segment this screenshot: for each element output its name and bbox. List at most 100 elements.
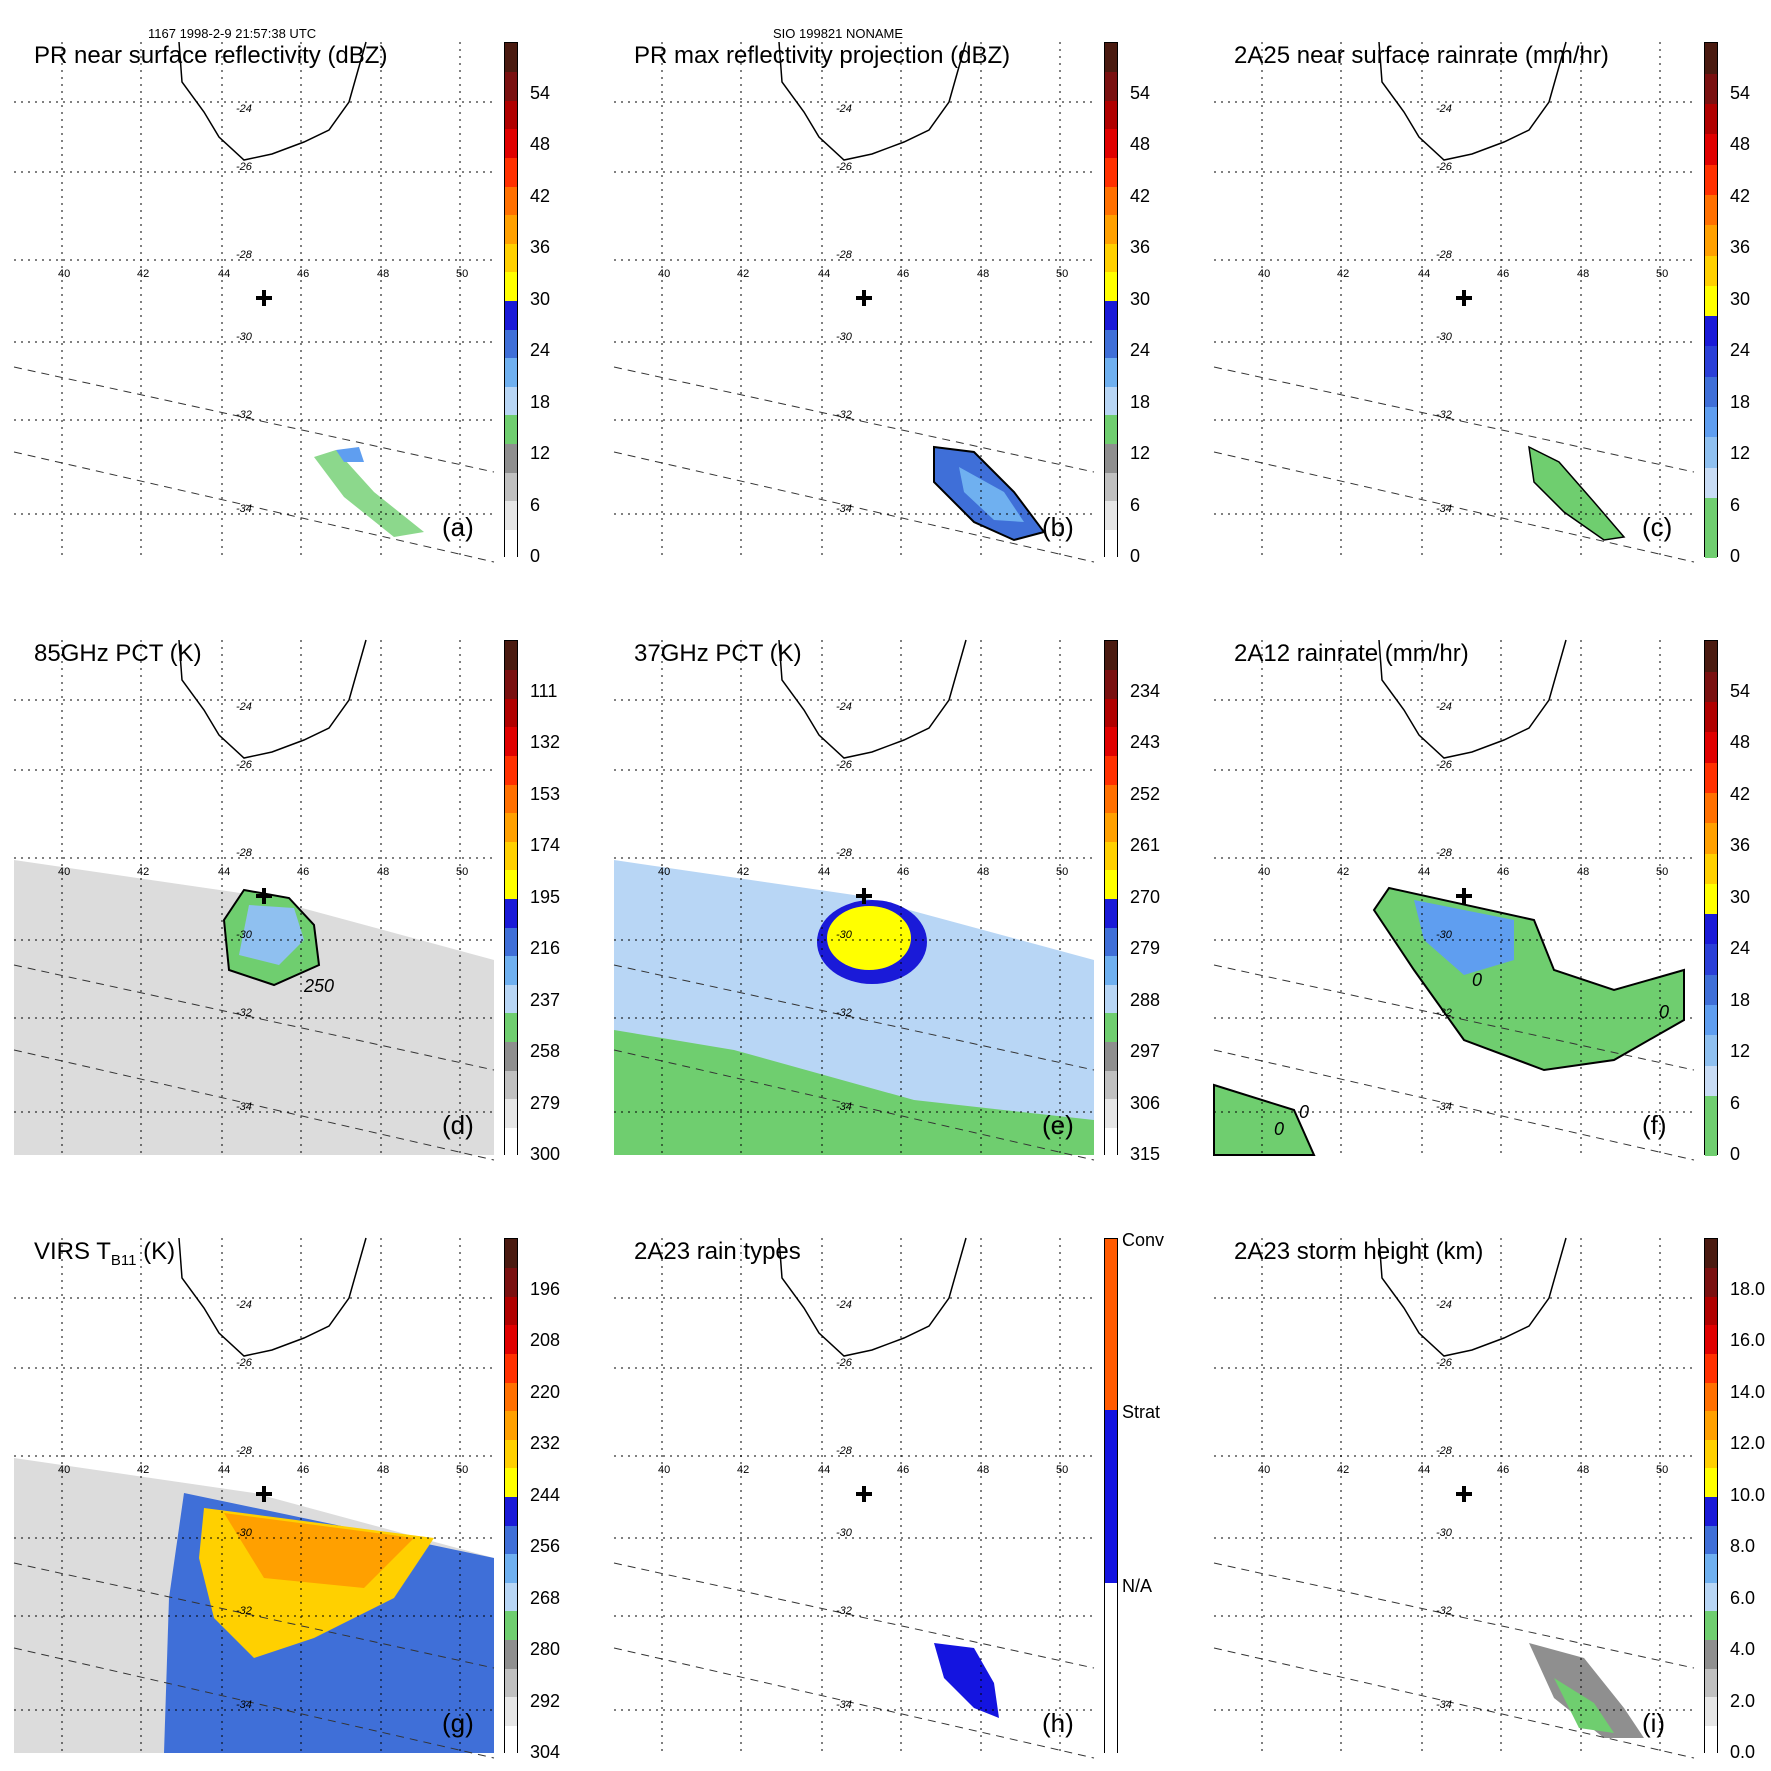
colorbar-segment — [505, 755, 517, 785]
colorbar-segment — [505, 1070, 517, 1100]
colorbar-tick-label: 132 — [530, 732, 561, 752]
swath-edge-line — [1213, 964, 1695, 1071]
latitude-label: -28 — [236, 847, 253, 859]
coastline — [778, 639, 967, 759]
colorbar-segment — [1105, 726, 1117, 756]
longitude-label: 48 — [1577, 268, 1589, 280]
latitude-label: -34 — [836, 1101, 852, 1113]
colorbar-tick-label: 18 — [530, 391, 551, 412]
colorbar-segment — [1105, 500, 1117, 530]
colorbar-segment — [1105, 329, 1117, 359]
swath-edge-line — [1213, 451, 1695, 563]
colorbar-segment — [1705, 1004, 1717, 1036]
panel-title: 85GHz PCT (K) — [34, 640, 202, 667]
map-layer: -24 -26 -28 -30 -32 -34 40 42 44 46 48 50 — [613, 41, 1095, 563]
colorbar-segment — [505, 357, 517, 387]
colorbar-tick-label: 24 — [1130, 340, 1151, 360]
colorbar-segment — [505, 43, 517, 73]
colorbar-tick-label: 270 — [1130, 886, 1161, 907]
longitude-label: 44 — [818, 268, 830, 280]
latitude-label: -26 — [1436, 759, 1453, 771]
stratiform-area — [934, 1643, 999, 1718]
latitude-label: -34 — [836, 503, 852, 515]
lat-lon-grid — [14, 42, 494, 557]
colorbar-tick-label: 196 — [530, 1278, 561, 1299]
pct-swath — [14, 860, 494, 1155]
longitude-label: 50 — [1656, 866, 1668, 878]
coastline — [778, 1237, 967, 1357]
colorbar-segment — [1705, 974, 1717, 1006]
data-field — [614, 860, 1094, 1155]
panel-e: -24 -26 -28 -30 -32 -34 40 42 44 46 48 50 37GHz PCT … — [613, 639, 1204, 1164]
colorbar-tick-label: 6.0 — [1730, 1587, 1756, 1608]
colorbar-tick-label: 208 — [530, 1330, 561, 1350]
colorbar-tick-label: 216 — [530, 938, 561, 958]
colorbar-tick-label: 6 — [1130, 494, 1141, 515]
colorbar-segment — [1705, 1125, 1717, 1157]
colorbar-segment — [1105, 784, 1117, 814]
swath-edges — [613, 366, 1095, 563]
colorbar-segment — [505, 841, 517, 871]
latitude-label: -24 — [836, 701, 852, 713]
longitude-label: 46 — [897, 268, 909, 280]
colorbar-segment — [1105, 300, 1117, 330]
colorbar-tick-label: 54 — [1730, 82, 1751, 103]
storm-center-marker — [256, 1486, 272, 1502]
colorbar-tick-label: 220 — [530, 1381, 561, 1402]
latitude-label: -32 — [236, 1007, 252, 1019]
colorbar-segment — [505, 1467, 517, 1497]
lat-lon-grid — [1214, 1238, 1694, 1753]
colorbar-segment — [505, 1324, 517, 1354]
colorbar-segment — [505, 1553, 517, 1583]
longitude-label: 48 — [377, 1464, 389, 1476]
colorbar — [1104, 42, 1118, 559]
panel-f: -24 -26 -28 -30 -32 -34 40 42 44 46 48 50 0 0 0 0 2A12 r… — [1213, 639, 1771, 1164]
colorbar-segment — [1705, 1034, 1717, 1066]
map: -24 -26 -28 -30 -32 -34 40 42 44 46 48 50 — [1213, 1237, 1695, 1759]
colorbar-segment — [505, 812, 517, 842]
latitude-label: -24 — [1436, 701, 1452, 713]
longitude-label: 48 — [1577, 1464, 1589, 1476]
contour-label: 0 — [1659, 1002, 1669, 1022]
colorbar — [1104, 640, 1118, 1157]
colorbar-tick-label: 243 — [1130, 732, 1161, 752]
colorbar-segment — [505, 955, 517, 985]
colorbar-segment — [1705, 1696, 1717, 1726]
latitude-label: -28 — [836, 1445, 853, 1457]
colorbar-tick-label: 12.0 — [1730, 1433, 1766, 1453]
data-field — [1528, 445, 1626, 541]
colorbar-segment — [505, 669, 517, 699]
colorbar-tick-label: 42 — [1730, 783, 1751, 804]
colorbar-tick-label: 232 — [530, 1433, 561, 1453]
colorbar-segment — [505, 214, 517, 244]
colorbar-segment — [1705, 43, 1717, 74]
latitude-label: -28 — [236, 1445, 253, 1457]
colorbar-segment — [505, 1382, 517, 1412]
latitude-label: -34 — [1436, 503, 1452, 515]
colorbar-segment — [1105, 898, 1117, 928]
colorbar-segment — [505, 984, 517, 1014]
colorbar-segment — [1705, 467, 1717, 498]
data-field — [1213, 886, 1685, 1156]
colorbar-segment — [505, 898, 517, 928]
panel-label: (d) — [442, 1110, 474, 1140]
latitude-label: -34 — [236, 1101, 252, 1113]
colorbar-segment — [505, 71, 517, 101]
colorbar-segment — [1105, 669, 1117, 699]
latitude-label: -30 — [836, 929, 853, 941]
colorbar-tick-label: 6 — [530, 494, 541, 515]
map: -24 -26 -28 -30 -32 -34 40 42 44 46 48 50 — [613, 639, 1095, 1161]
colorbar-segment — [1705, 853, 1717, 884]
colorbar-tick-label: 261 — [1130, 835, 1161, 855]
longitude-label: 44 — [818, 1464, 830, 1476]
longitude-label: 46 — [897, 1464, 909, 1476]
colorbar-segment — [1705, 103, 1717, 135]
latitude-label: -32 — [1436, 1605, 1452, 1617]
colorbar-segment — [1705, 1382, 1717, 1412]
colorbar-segment — [1705, 1639, 1717, 1669]
panel-b: -24 -26 -28 -30 -32 -34 40 42 44 46 48 50 PR max ref… — [613, 41, 1204, 566]
colorbar-tick-label: N/A — [1122, 1576, 1153, 1596]
panel-g: -24 -26 -28 -30 -32 -34 40 42 44 46 48 50 VIRS TB11 … — [13, 1237, 604, 1762]
colorbar-segment — [505, 641, 517, 671]
colorbar-segment — [505, 1410, 517, 1440]
